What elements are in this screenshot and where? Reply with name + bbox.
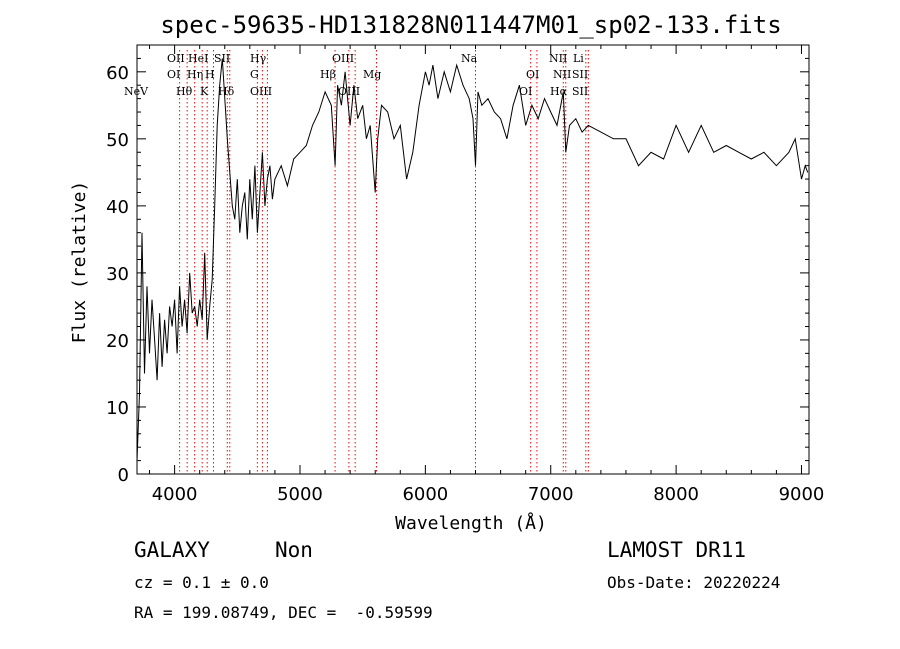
marker-label-20: NII xyxy=(549,52,567,65)
spectrum-line xyxy=(136,58,809,461)
x-tick-label-5000: 5000 xyxy=(277,484,323,505)
object-class: GALAXY xyxy=(134,538,210,562)
marker-label-4: Hη xyxy=(187,68,203,81)
marker-label-12: OIII xyxy=(250,85,272,98)
marker-label-7: H xyxy=(205,68,215,81)
x-tick-label-7000: 7000 xyxy=(528,484,574,505)
x-tick-label-8000: 8000 xyxy=(653,484,699,505)
object-subclass: Non xyxy=(275,538,313,562)
marker-label-13: OIII xyxy=(332,52,354,65)
y-tick-label-40: 40 xyxy=(106,197,129,218)
y-tick-label-10: 10 xyxy=(106,398,129,419)
spectrum-chart: spec-59635-HD131828N011447M01_sp02-133.f… xyxy=(69,11,825,534)
x-axis-label: Wavelength (Å) xyxy=(395,512,547,534)
y-tick-label-60: 60 xyxy=(106,63,129,84)
emission-line-markers xyxy=(179,50,589,474)
marker-label-16: Mg xyxy=(363,68,381,81)
x-axis: 4000 5000 6000 7000 8000 9000 xyxy=(149,45,825,505)
marker-label-25: SII xyxy=(572,85,588,98)
x-tick-label-6000: 6000 xyxy=(402,484,448,505)
marker-label-3: Hθ xyxy=(176,85,193,98)
survey-name: LAMOST DR11 xyxy=(607,538,747,562)
marker-label-1: OII xyxy=(167,52,185,65)
marker-label-22: NII xyxy=(553,68,571,81)
marker-label-23: SII xyxy=(572,68,588,81)
x-tick-label-4000: 4000 xyxy=(152,484,198,505)
redshift-cz: cz = 0.1 ± 0.0 xyxy=(134,573,269,592)
marker-label-18: OI xyxy=(526,68,539,81)
marker-label-11: G xyxy=(250,68,259,81)
chart-title: spec-59635-HD131828N011447M01_sp02-133.f… xyxy=(160,11,781,39)
marker-label-2: OI xyxy=(167,68,180,81)
y-axis-label: Flux (relative) xyxy=(69,181,90,344)
marker-label-24: Hα xyxy=(550,85,568,98)
observation-date: Obs-Date: 20220224 xyxy=(607,573,781,592)
marker-label-21: Li xyxy=(573,52,584,65)
marker-label-17: Na xyxy=(461,52,478,65)
y-axis: 0 10 20 30 40 50 60 xyxy=(106,57,809,486)
emission-line-labels: NeVOIIOIHθHηHeIKHSIIHδHγGOIIIOIIIHβOIIIM… xyxy=(124,52,588,98)
marker-label-9: Hδ xyxy=(218,85,235,98)
y-tick-label-20: 20 xyxy=(106,331,129,352)
marker-label-15: OIII xyxy=(338,85,360,98)
marker-label-6: K xyxy=(200,85,209,98)
y-tick-label-0: 0 xyxy=(118,465,129,486)
plot-frame xyxy=(136,44,810,475)
marker-label-19: OI xyxy=(519,85,532,98)
sky-coordinates: RA = 199.08749, DEC = -0.59599 xyxy=(134,603,433,622)
y-tick-label-50: 50 xyxy=(106,130,129,151)
y-tick-label-30: 30 xyxy=(106,264,129,285)
marker-label-10: Hγ xyxy=(250,52,267,65)
marker-label-5: HeI xyxy=(188,52,208,65)
marker-label-14: Hβ xyxy=(320,68,336,81)
x-tick-label-9000: 9000 xyxy=(779,484,825,505)
